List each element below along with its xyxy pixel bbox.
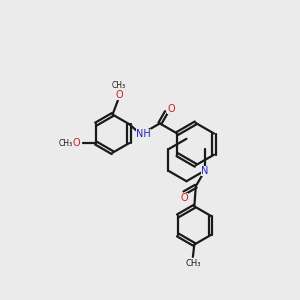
Text: CH₃: CH₃ [185, 259, 201, 268]
Text: N: N [201, 166, 208, 176]
Text: CH₃: CH₃ [112, 81, 126, 90]
Text: CH₃: CH₃ [58, 139, 73, 148]
Text: O: O [167, 104, 175, 114]
Text: NH: NH [136, 129, 151, 139]
Text: O: O [181, 193, 188, 203]
Text: O: O [115, 89, 123, 100]
Text: O: O [73, 138, 80, 148]
